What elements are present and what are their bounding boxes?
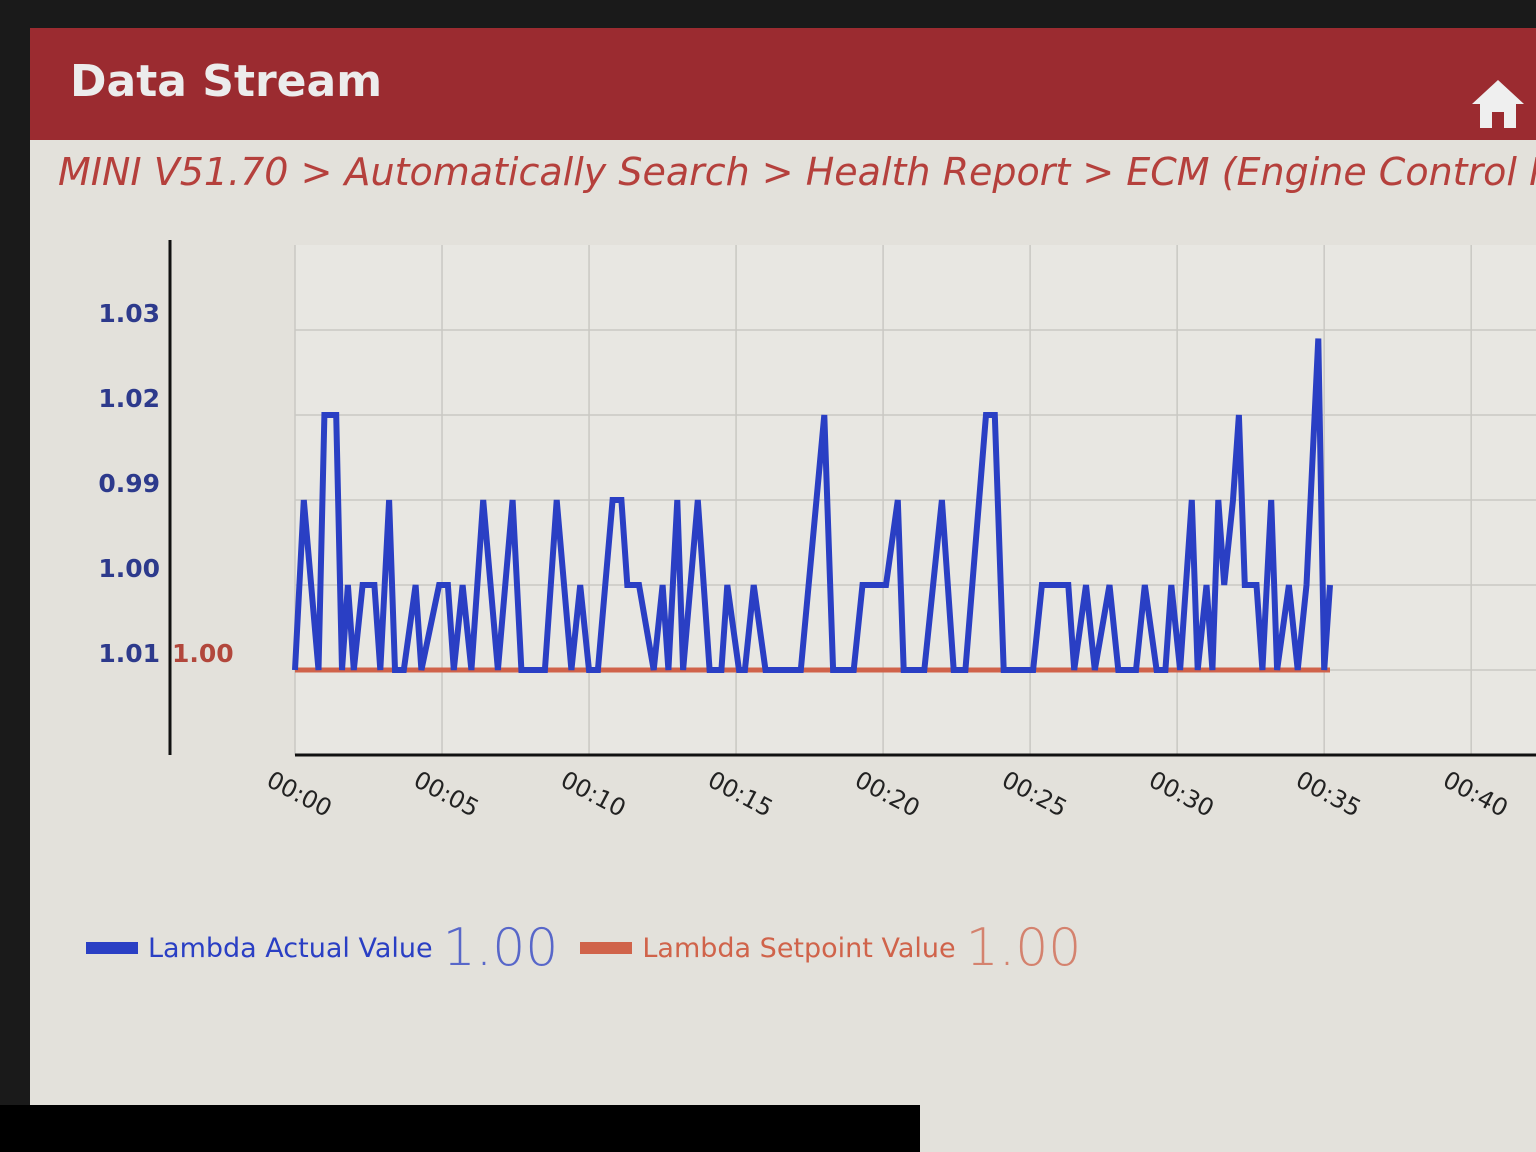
x-tick-label: 00:00 bbox=[262, 766, 336, 823]
header-title: Data Stream bbox=[70, 56, 383, 107]
x-tick-label: 00:40 bbox=[1438, 766, 1512, 823]
x-tick-label: 00:25 bbox=[997, 766, 1071, 823]
y-tick-label: 1.00 bbox=[98, 554, 160, 583]
home-button[interactable] bbox=[1468, 76, 1528, 132]
legend: Lambda Actual Value 1.00 Lambda Setpoint V… bbox=[86, 918, 1103, 978]
x-tick-label: 00:10 bbox=[556, 766, 630, 823]
legend-current-value: 1.00 bbox=[965, 918, 1082, 978]
breadcrumb: MINI V51.70 > Automatically Search > Hea… bbox=[58, 150, 1536, 194]
y2-tick-label: 1.00 bbox=[172, 639, 234, 668]
occluded-area bbox=[0, 1105, 920, 1152]
legend-label: Lambda Actual Value bbox=[148, 932, 433, 964]
screen: Data Stream MINI V51.70 > Automatically … bbox=[30, 28, 1536, 1152]
y-tick-label: 1.03 bbox=[98, 299, 160, 328]
legend-swatch bbox=[86, 942, 138, 954]
x-tick-label: 00:05 bbox=[409, 766, 483, 823]
x-tick-label: 00:15 bbox=[703, 766, 777, 823]
y-tick-label: 1.01 bbox=[98, 639, 160, 668]
chart: 00:00 00:05 00:10 00:15 00:20 00:25 00:30 00:35… bbox=[98, 240, 1536, 823]
series-line bbox=[292, 338, 1333, 673]
x-tick-label: 00:30 bbox=[1144, 766, 1218, 823]
x-tick-label: 00:20 bbox=[850, 766, 924, 823]
x-tick-label: 00:35 bbox=[1291, 766, 1365, 823]
header-bar: Data Stream bbox=[30, 28, 1536, 140]
legend-swatch bbox=[580, 942, 633, 954]
legend-label: Lambda Setpoint Value bbox=[642, 932, 956, 964]
legend-current-value: 1.00 bbox=[442, 918, 559, 978]
y-tick-label: 1.02 bbox=[98, 384, 160, 413]
y-tick-label: 0.99 bbox=[98, 469, 160, 498]
